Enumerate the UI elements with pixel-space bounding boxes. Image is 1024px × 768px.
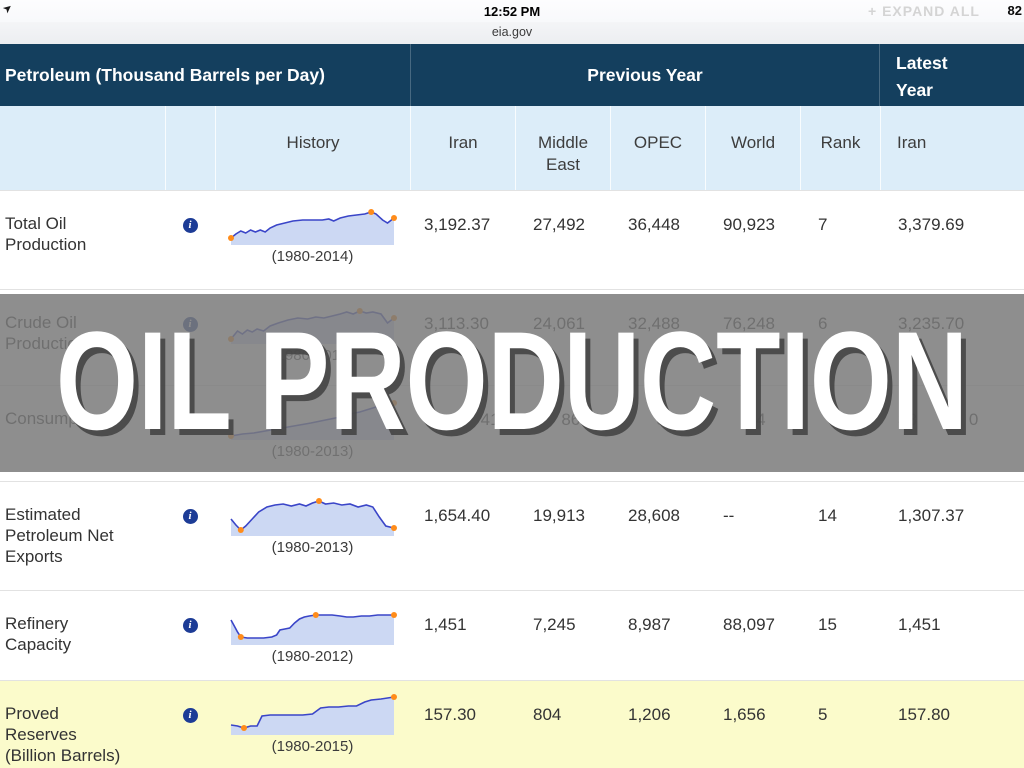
history-sparkline[interactable]: (1980-2013) [215,482,410,590]
table-row: Estimated Petroleum Net Exports i (1980-… [0,481,1024,590]
history-sparkline[interactable]: (1980-2015) [215,681,410,768]
cell-middle-east: 804 [533,705,562,724]
row-label: Proved Reserves (Billion Barrels) [5,704,121,765]
cell-iran: 157.30 [424,705,476,724]
sparkline-caption: (1980-2014) [271,248,354,265]
cell-iran: 3,192.37 [424,215,491,234]
cell-world: 1,656 [723,705,766,724]
column-header-middle-east: Middle East [515,106,610,190]
row-label: Estimated Petroleum Net Exports [5,505,114,566]
cell-middle-east: 27,492 [533,215,585,234]
column-header-latest-iran: Iran [880,106,1024,190]
group-header-latest-year: Latest Year [896,53,948,100]
group-header-petroleum: Petroleum (Thousand Barrels per Day) [5,64,325,85]
group-header-previous-year: Previous Year [410,44,880,106]
table-column-header: History Iran Middle East OPEC World Rank… [0,106,1024,190]
column-header-history: History [215,106,410,190]
cell-iran: 1,451 [424,615,467,634]
sparkline-caption: (1980-2013) [271,539,354,556]
status-bar: ➤ 12:52 PM + EXPAND ALL 82 [0,0,1024,22]
cell-latest-iran: 1,307.37 [898,506,965,525]
cell-rank: 15 [818,615,837,634]
column-header-info [165,106,215,190]
history-sparkline[interactable]: (1980-2012) [215,591,410,680]
cell-latest-iran: 1,451 [898,615,941,634]
sparkline-caption: (1980-2015) [271,738,354,755]
cell-world: 88,097 [723,615,775,634]
info-icon[interactable]: i [182,618,198,633]
column-header-rank: Rank [800,106,880,190]
overlay-band: OIL PRODUCTION OIL PRODUCTION [0,294,1024,472]
cell-latest-iran: 3,379.69 [898,215,965,234]
column-header-opec: OPEC [610,106,705,190]
cell-rank: 5 [818,705,828,724]
expand-all-link[interactable]: + EXPAND ALL [868,3,980,19]
overlay-title-shadow: OIL PRODUCTION [61,308,973,465]
cell-opec: 36,448 [628,215,680,234]
row-label: Total Oil Production [5,214,87,254]
battery-label: 82 [1007,3,1022,18]
cell-middle-east: 7,245 [533,615,576,634]
clock-label: 12:52 PM [483,4,541,19]
table-row-highlighted: Proved Reserves (Billion Barrels) i (198… [0,680,1024,768]
cell-opec: 28,608 [628,506,680,525]
sparkline-caption: (1980-2012) [271,648,354,665]
column-header-empty [0,106,165,190]
column-header-iran: Iran [410,106,515,190]
cell-rank: 14 [818,506,837,525]
info-icon[interactable]: i [182,509,198,524]
address-bar[interactable]: eia.gov [0,22,1024,45]
cell-opec: 8,987 [628,615,671,634]
info-icon[interactable]: i [182,218,198,233]
cell-rank: 7 [818,215,828,234]
table-row: Total Oil Production i (1980-2014) 3,192… [0,190,1024,289]
table-row: Refinery Capacity i (1980-2012) 1,451 7,… [0,590,1024,680]
info-icon[interactable]: i [182,708,198,723]
table-group-header: Petroleum (Thousand Barrels per Day) Pre… [0,44,1024,106]
column-header-world: World [705,106,800,190]
overlay-title: OIL PRODUCTION [56,302,968,459]
cell-iran: 1,654.40 [424,506,491,525]
cell-latest-iran: 157.80 [898,705,950,724]
row-label: Refinery Capacity [5,614,72,654]
cell-world: -- [723,506,735,525]
cell-middle-east: 19,913 [533,506,585,525]
history-sparkline[interactable]: (1980-2014) [215,191,410,289]
cell-opec: 1,206 [628,705,671,724]
cell-world: 90,923 [723,215,775,234]
